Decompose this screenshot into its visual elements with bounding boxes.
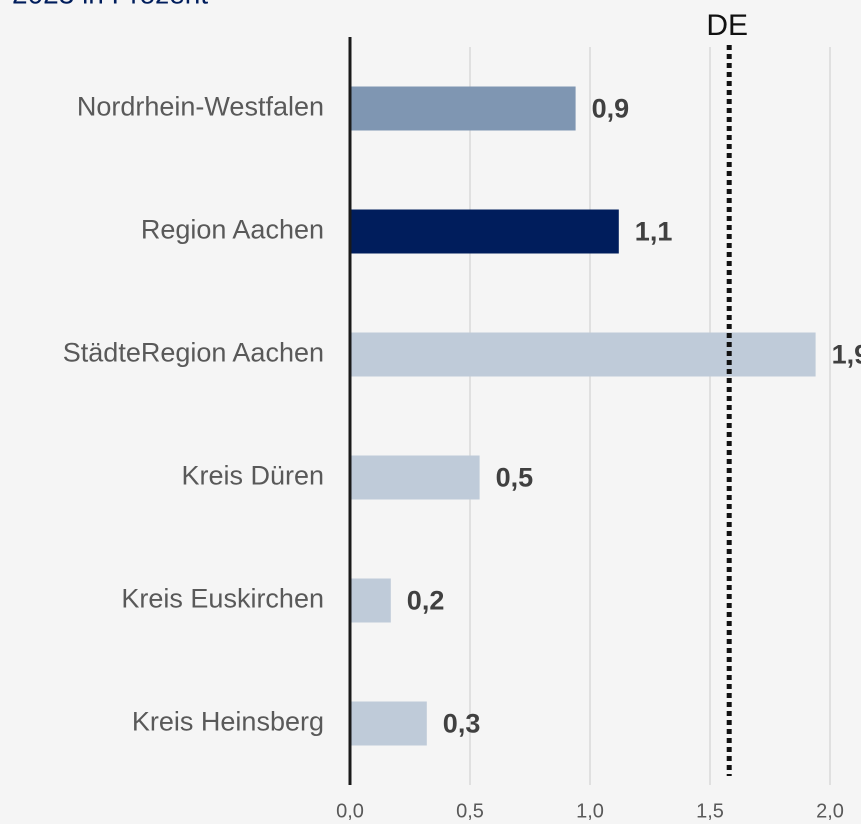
y-tick-label: Nordrhein-Westfalen xyxy=(77,92,324,122)
y-tick-label: Kreis Düren xyxy=(181,461,324,491)
bar xyxy=(350,701,427,746)
bar xyxy=(350,455,480,500)
y-tick-label: Kreis Heinsberg xyxy=(132,707,324,737)
x-tick-label: 1,5 xyxy=(696,800,724,822)
x-tick-label: 2,0 xyxy=(816,800,844,822)
data-label: 1,1 xyxy=(635,217,673,247)
x-tick-label: 0,0 xyxy=(336,800,364,822)
bar xyxy=(350,332,816,377)
data-label: 0,2 xyxy=(407,586,445,616)
x-tick-label: 1,0 xyxy=(576,800,604,822)
data-label: 0,5 xyxy=(496,463,534,493)
bar xyxy=(350,578,391,623)
x-tick-label: 0,5 xyxy=(456,800,484,822)
data-label: 0,3 xyxy=(443,709,481,739)
data-label: 1,9 xyxy=(832,340,861,370)
bar xyxy=(350,86,576,131)
bar xyxy=(350,209,619,254)
data-label: 0,9 xyxy=(592,94,630,124)
y-tick-label: StädteRegion Aachen xyxy=(63,338,324,368)
y-tick-label: Region Aachen xyxy=(141,215,324,245)
chart-subtitle: 2023 in Prozent xyxy=(12,0,208,9)
y-tick-label: Kreis Euskirchen xyxy=(121,584,324,614)
reference-label: DE xyxy=(706,9,748,42)
